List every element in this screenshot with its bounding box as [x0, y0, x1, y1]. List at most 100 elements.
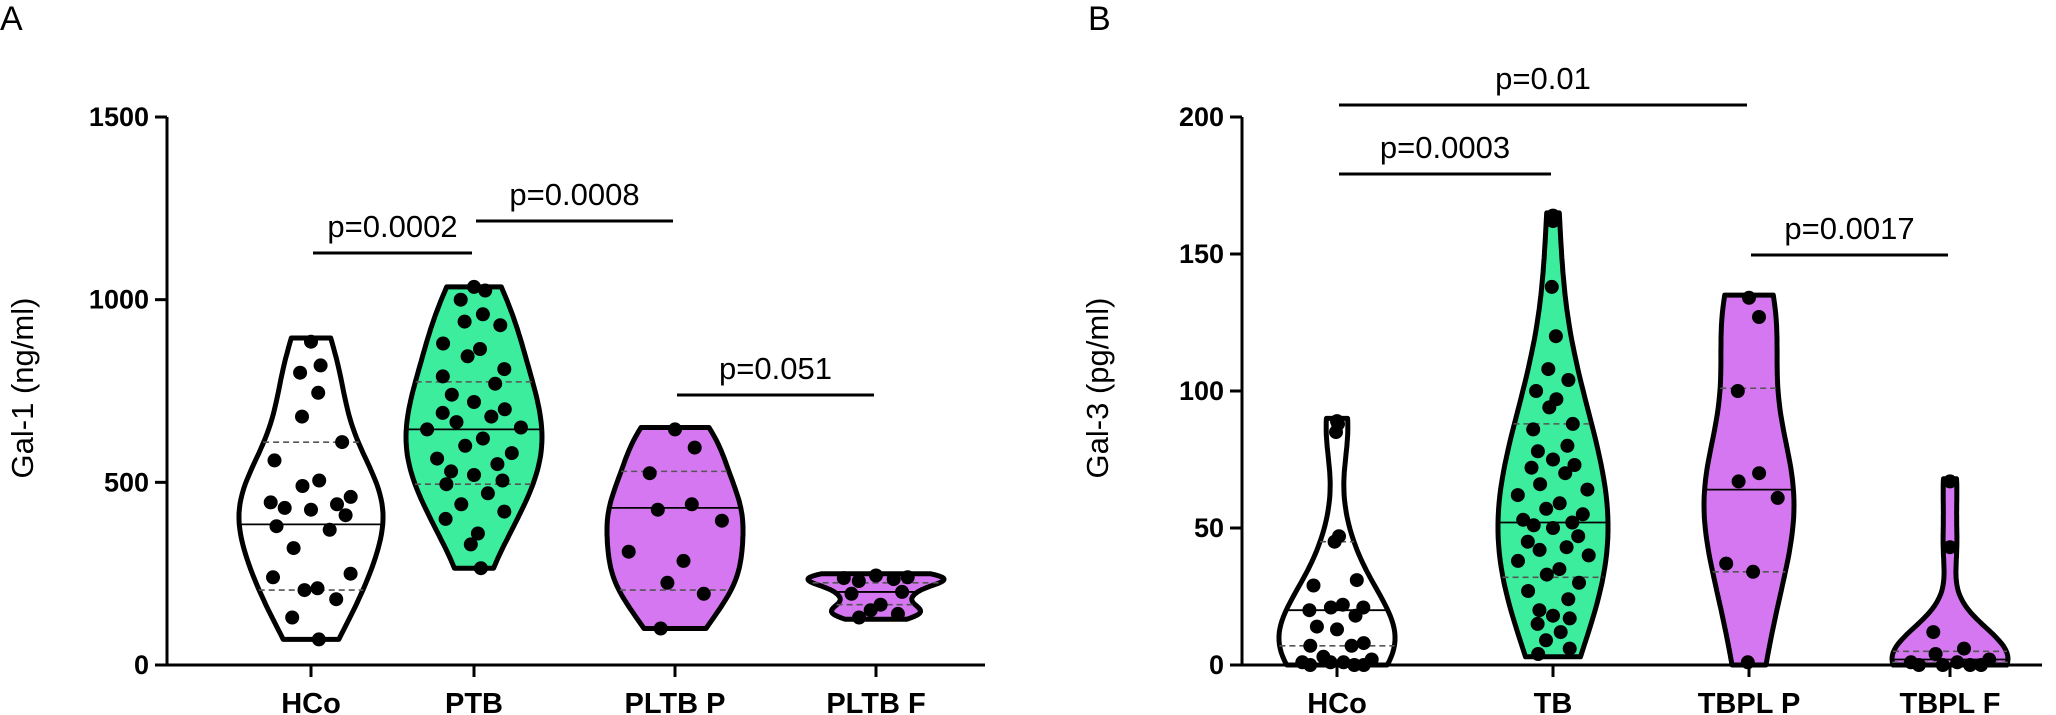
data-point	[311, 632, 326, 647]
p-value-label: p=0.0017	[1784, 211, 1914, 246]
data-point	[1546, 452, 1560, 467]
data-point	[430, 451, 445, 466]
data-point	[475, 431, 490, 446]
data-point	[687, 440, 702, 455]
data-point	[497, 362, 512, 377]
data-point	[1348, 608, 1363, 623]
data-point	[293, 365, 308, 380]
data-point	[497, 402, 512, 417]
data-point	[890, 606, 905, 621]
data-point	[304, 334, 318, 349]
violin-body	[403, 284, 545, 571]
data-point	[449, 415, 464, 430]
data-point	[1336, 655, 1351, 670]
data-point	[467, 468, 481, 482]
panel-label: A	[0, 0, 23, 38]
x-category-label: PTB	[445, 688, 503, 715]
data-point	[1963, 658, 1978, 672]
data-point	[1335, 597, 1350, 612]
data-point	[263, 495, 278, 510]
data-point	[458, 438, 473, 453]
data-point	[1524, 460, 1539, 475]
data-point	[1926, 625, 1941, 640]
y-tick-label: 150	[1179, 239, 1224, 269]
data-point	[1327, 534, 1342, 549]
data-point	[1567, 458, 1582, 472]
data-point	[1561, 373, 1576, 387]
data-point	[1731, 474, 1746, 489]
data-point	[444, 464, 459, 479]
y-axis-title: Gal-1 (ng/ml)	[5, 298, 40, 479]
data-point	[480, 486, 495, 501]
data-point	[900, 570, 915, 585]
data-point	[1526, 518, 1541, 533]
x-category-label: TB	[1534, 688, 1573, 715]
data-point	[1516, 512, 1531, 527]
p-value-label: p=0.0002	[327, 209, 457, 244]
data-point	[1544, 279, 1559, 294]
data-point	[435, 405, 450, 420]
data-point	[1546, 214, 1560, 229]
data-point	[1974, 658, 1989, 672]
p-value-label: p=0.0003	[1380, 130, 1510, 165]
y-axis-title: Gal-3 (pg/ml)	[1080, 298, 1115, 479]
violin-body	[1701, 292, 1797, 668]
data-point	[1558, 466, 1573, 481]
data-point	[886, 572, 901, 587]
data-point	[650, 502, 665, 517]
data-point	[851, 574, 866, 588]
data-point	[1539, 567, 1554, 582]
data-point	[484, 409, 499, 424]
data-point	[1752, 310, 1766, 324]
data-point	[285, 610, 300, 625]
data-point	[869, 568, 883, 583]
data-point	[1580, 482, 1595, 497]
violin-body	[604, 425, 746, 631]
data-point	[1347, 658, 1362, 672]
data-point	[1752, 466, 1767, 481]
data-point	[463, 537, 478, 552]
y-tick-label: 50	[1194, 513, 1224, 543]
data-point	[1302, 603, 1317, 618]
data-point	[1532, 603, 1547, 618]
data-point	[1533, 477, 1548, 492]
data-point	[621, 544, 636, 559]
data-point	[475, 307, 490, 322]
data-point	[1561, 592, 1576, 607]
data-point	[1529, 384, 1544, 398]
data-point	[322, 522, 337, 537]
data-point	[696, 586, 711, 601]
data-point	[1510, 488, 1525, 503]
y-tick-label: 1500	[89, 102, 149, 132]
data-point	[1356, 636, 1371, 651]
x-category-label: PLTB P	[625, 688, 726, 715]
data-point	[267, 453, 282, 468]
data-point	[653, 621, 668, 636]
p-value-label: p=0.01	[1495, 61, 1591, 96]
data-point	[1560, 438, 1575, 453]
data-point	[435, 369, 450, 384]
data-point	[1329, 425, 1343, 440]
data-point	[513, 420, 528, 435]
data-point	[473, 561, 488, 576]
p-value-label: p=0.0008	[509, 177, 639, 212]
data-point	[714, 513, 729, 528]
x-category-label: HCo	[1307, 688, 1367, 715]
data-point	[1323, 655, 1338, 670]
data-point	[467, 395, 481, 409]
data-point	[1740, 655, 1755, 670]
data-point	[1323, 600, 1338, 615]
violin-body	[1889, 476, 2011, 668]
data-point	[310, 581, 325, 596]
data-point	[895, 584, 910, 599]
data-point	[454, 497, 469, 512]
data-point	[676, 553, 691, 568]
data-point	[488, 376, 503, 391]
data-point	[1542, 400, 1557, 415]
data-point	[1957, 641, 1971, 656]
data-point	[313, 358, 328, 373]
data-point	[1521, 584, 1536, 598]
data-point	[304, 502, 318, 517]
x-category-label: TBPL P	[1698, 688, 1801, 715]
data-point	[1349, 573, 1364, 588]
